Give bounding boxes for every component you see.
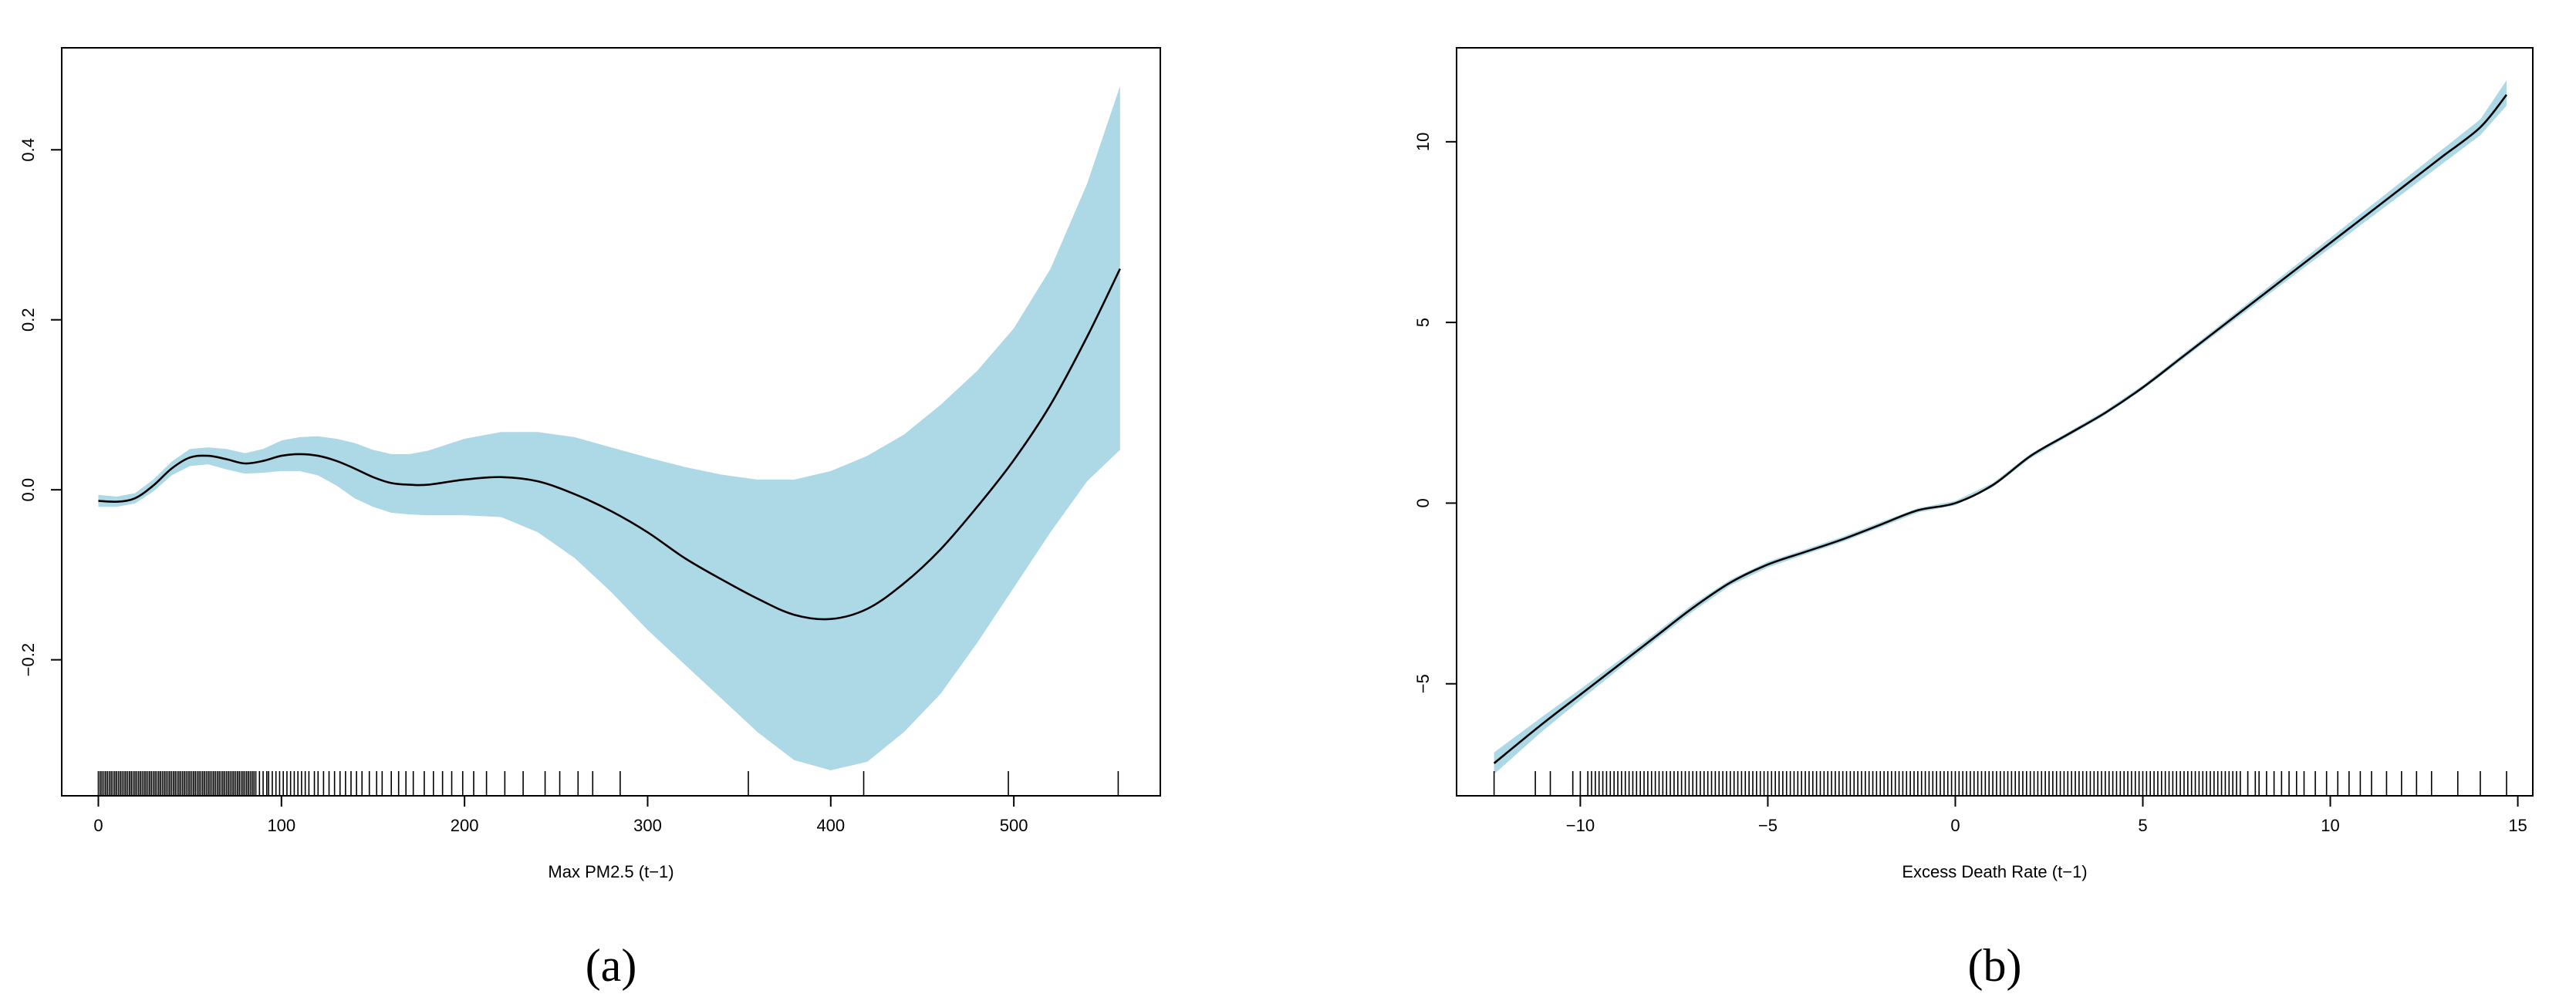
- y-tick-label: 0: [1413, 498, 1433, 507]
- y-tick-label: −5: [1413, 674, 1433, 693]
- x-tick-label: 0: [1950, 816, 1960, 835]
- y-tick-label: 5: [1413, 318, 1433, 327]
- y-tick-label: −0.2: [19, 643, 38, 676]
- y-tick-label: 0.0: [19, 478, 38, 502]
- chart-panel-a: 0 100 200 300 400 500 −0.2 0.0 0.2 0.4 Max PM2.5…: [19, 47, 1161, 991]
- x-tick-label: 100: [267, 816, 295, 835]
- smooth-line-layer: [98, 268, 1121, 621]
- x-tick-label: 400: [816, 816, 845, 835]
- y-axis: −5 0 5 10: [1413, 133, 1457, 693]
- x-axis: −10 −5 0 5 10 15: [1566, 795, 2527, 835]
- rug-layer: [97, 771, 1119, 796]
- x-tick-label: 10: [2321, 816, 2339, 835]
- panel-label-a: (a): [586, 940, 637, 991]
- smooth-line: [98, 268, 1121, 621]
- x-tick-label: 200: [451, 816, 479, 835]
- y-tick-label: 0.4: [19, 138, 38, 162]
- chart-panel-b: −10 −5 0 5 10 15 −5 0 5 10 Excess Death Rate (t−…: [1413, 47, 2534, 991]
- x-tick-label: 500: [1000, 816, 1028, 835]
- x-tick-label: 5: [2138, 816, 2147, 835]
- smooth-line: [1493, 94, 2507, 764]
- y-axis: −0.2 0.0 0.2 0.4: [19, 138, 62, 676]
- x-axis-title: Excess Death Rate (t−1): [1902, 862, 2087, 881]
- x-tick-label: −5: [1758, 816, 1778, 835]
- x-axis-title: Max PM2.5 (t−1): [548, 862, 674, 881]
- rug-layer: [1493, 771, 2507, 796]
- x-axis: 0 100 200 300 400 500: [93, 795, 1028, 835]
- y-tick-label: 10: [1413, 133, 1433, 151]
- x-tick-label: 0: [93, 816, 103, 835]
- y-tick-label: 0.2: [19, 308, 38, 332]
- smooth-line-layer: [1493, 94, 2507, 764]
- confidence-band: [98, 86, 1120, 770]
- x-tick-label: 15: [2508, 816, 2527, 835]
- panel-label-b: (b): [1968, 940, 2022, 991]
- confidence-band-layer: [98, 86, 1120, 770]
- x-tick-label: 300: [633, 816, 662, 835]
- x-tick-label: −10: [1566, 816, 1595, 835]
